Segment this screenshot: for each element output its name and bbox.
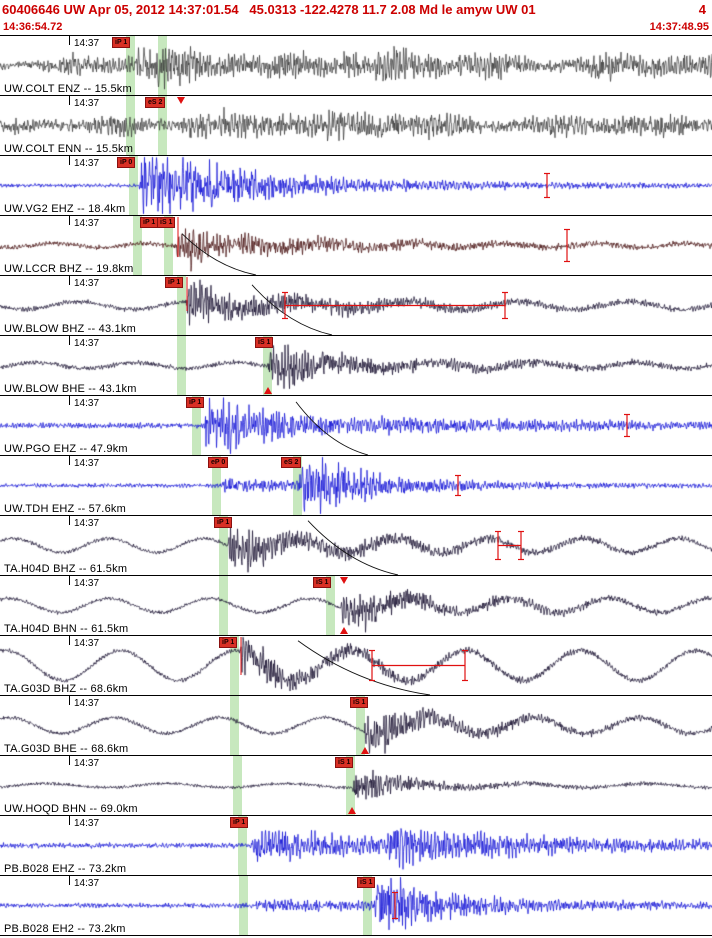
trace-label: UW.COLT ENZ -- 15.5km bbox=[4, 83, 132, 95]
pick-flag[interactable]: eS 2 bbox=[281, 457, 302, 468]
pick-flag[interactable]: iS 1 bbox=[350, 697, 369, 708]
minute-label: 14:37 bbox=[74, 338, 100, 349]
trace-panel[interactable]: 14:37 UW.COLT ENN -- 15.5km eS 2 bbox=[0, 96, 712, 156]
trace-label: UW.PGO EHZ -- 47.9km bbox=[4, 443, 128, 455]
trace-label: UW.HOQD BHN -- 69.0km bbox=[4, 803, 138, 815]
minute-tick bbox=[69, 216, 70, 225]
waveform bbox=[0, 336, 712, 395]
pick-flag[interactable]: iP 1 bbox=[219, 637, 238, 648]
pick-flag[interactable]: iP 1 bbox=[230, 817, 249, 828]
pick-flag[interactable]: iS 1 bbox=[335, 757, 354, 768]
event-header: 60406646 UW Apr 05, 2012 14:37:01.54 45.… bbox=[0, 0, 712, 19]
trace-label: PB.B028 EH2 -- 73.2km bbox=[4, 923, 126, 935]
trace-count: 4 bbox=[698, 2, 706, 17]
minute-tick bbox=[69, 636, 70, 645]
minute-tick bbox=[69, 336, 70, 345]
pick-flag[interactable]: iS 1 bbox=[157, 217, 176, 228]
minute-tick bbox=[69, 396, 70, 405]
minute-tick bbox=[69, 816, 70, 825]
waveform bbox=[0, 816, 712, 875]
minute-tick bbox=[69, 756, 70, 765]
minute-tick bbox=[69, 96, 70, 105]
trace-panel[interactable]: 14:37 PB.B028 EHZ -- 73.2km iP 1 bbox=[0, 816, 712, 876]
trace-label: TA.H04D BHN -- 61.5km bbox=[4, 623, 129, 635]
trace-panel[interactable]: 14:37 PB.B028 EH2 -- 73.2km iS 1 bbox=[0, 876, 712, 936]
pick-flag[interactable]: iS 1 bbox=[255, 337, 274, 348]
window-start-time: 14:36:54.72 bbox=[3, 21, 63, 33]
minute-label: 14:37 bbox=[74, 278, 100, 289]
pick-flag[interactable]: eP 0 bbox=[208, 457, 229, 468]
minute-tick bbox=[69, 156, 70, 165]
pick-flag[interactable]: iP 1 bbox=[214, 517, 233, 528]
minute-tick bbox=[69, 696, 70, 705]
trace-label: PB.B028 EHZ -- 73.2km bbox=[4, 863, 127, 875]
minute-label: 14:37 bbox=[74, 698, 100, 709]
minute-label: 14:37 bbox=[74, 158, 100, 169]
trace-label: UW.BLOW BHZ -- 43.1km bbox=[4, 323, 136, 335]
minute-label: 14:37 bbox=[74, 578, 100, 589]
minute-label: 14:37 bbox=[74, 638, 100, 649]
minute-tick bbox=[69, 456, 70, 465]
pick-flag[interactable]: iS 1 bbox=[313, 577, 332, 588]
pick-flag[interactable]: iP 1 bbox=[165, 277, 184, 288]
trace-panel[interactable]: 14:37 UW.HOQD BHN -- 69.0km iS 1 bbox=[0, 756, 712, 816]
minute-label: 14:37 bbox=[74, 218, 100, 229]
waveform bbox=[0, 576, 712, 635]
trace-label: TA.G03D BHE -- 68.6km bbox=[4, 743, 129, 755]
minute-label: 14:37 bbox=[74, 878, 100, 889]
trace-label: TA.G03D BHZ -- 68.6km bbox=[4, 683, 128, 695]
trace-label: UW.LCCR BHZ -- 19.8km bbox=[4, 263, 134, 275]
minute-label: 14:37 bbox=[74, 818, 100, 829]
trace-panel[interactable]: 14:37 TA.H04D BHZ -- 61.5km iP 1 bbox=[0, 516, 712, 576]
minute-tick bbox=[69, 276, 70, 285]
trace-panel[interactable]: 14:37 UW.LCCR BHZ -- 19.8km iP 1 iS 1 bbox=[0, 216, 712, 276]
pick-flag[interactable]: iP 0 bbox=[117, 157, 136, 168]
trace-panel[interactable]: 14:37 UW.VG2 EHZ -- 18.4km iP 0 bbox=[0, 156, 712, 216]
minute-label: 14:37 bbox=[74, 458, 100, 469]
minute-tick bbox=[69, 876, 70, 885]
waveform bbox=[0, 96, 712, 155]
minute-label: 14:37 bbox=[74, 518, 100, 529]
trace-label: UW.VG2 EHZ -- 18.4km bbox=[4, 203, 126, 215]
pick-flag[interactable]: iP 1 bbox=[140, 217, 159, 228]
trace-label: UW.COLT ENN -- 15.5km bbox=[4, 143, 134, 155]
minute-label: 14:37 bbox=[74, 398, 100, 409]
waveform bbox=[0, 876, 712, 935]
pick-flag[interactable]: iP 1 bbox=[186, 397, 205, 408]
trace-panel[interactable]: 14:37 UW.COLT ENZ -- 15.5km iP 1 bbox=[0, 36, 712, 96]
trace-label: UW.BLOW BHE -- 43.1km bbox=[4, 383, 137, 395]
minute-tick bbox=[69, 516, 70, 525]
minute-label: 14:37 bbox=[74, 98, 100, 109]
pick-flag[interactable]: iP 1 bbox=[112, 37, 131, 48]
trace-panel[interactable]: 14:37 TA.G03D BHZ -- 68.6km iP 1 bbox=[0, 636, 712, 696]
trace-panel-list: 14:37 UW.COLT ENZ -- 15.5km iP 1 14:37 UW.CO… bbox=[0, 35, 712, 936]
trace-panel[interactable]: 14:37 UW.BLOW BHZ -- 43.1km iP 1 bbox=[0, 276, 712, 336]
trace-label: TA.H04D BHZ -- 61.5km bbox=[4, 563, 128, 575]
trace-panel[interactable]: 14:37 UW.TDH EHZ -- 57.6km eP 0 eS 2 bbox=[0, 456, 712, 516]
event-summary: 60406646 UW Apr 05, 2012 14:37:01.54 45.… bbox=[2, 2, 536, 17]
pick-flag[interactable]: iS 1 bbox=[357, 877, 376, 888]
waveform bbox=[0, 756, 712, 815]
minute-tick bbox=[69, 36, 70, 45]
waveform bbox=[0, 216, 712, 275]
trace-panel[interactable]: 14:37 TA.G03D BHE -- 68.6km iS 1 bbox=[0, 696, 712, 756]
minute-label: 14:37 bbox=[74, 38, 100, 49]
time-window-row: 14:36:54.72 14:37:48.95 bbox=[0, 19, 712, 35]
minute-tick bbox=[69, 576, 70, 585]
pick-flag[interactable]: eS 2 bbox=[145, 97, 166, 108]
trace-panel[interactable]: 14:37 TA.H04D BHN -- 61.5km iS 1 bbox=[0, 576, 712, 636]
trace-panel[interactable]: 14:37 UW.BLOW BHE -- 43.1km iS 1 bbox=[0, 336, 712, 396]
trace-panel[interactable]: 14:37 UW.PGO EHZ -- 47.9km iP 1 bbox=[0, 396, 712, 456]
window-end-time: 14:37:48.95 bbox=[649, 21, 709, 33]
trace-label: UW.TDH EHZ -- 57.6km bbox=[4, 503, 126, 515]
minute-label: 14:37 bbox=[74, 758, 100, 769]
waveform bbox=[0, 456, 712, 515]
